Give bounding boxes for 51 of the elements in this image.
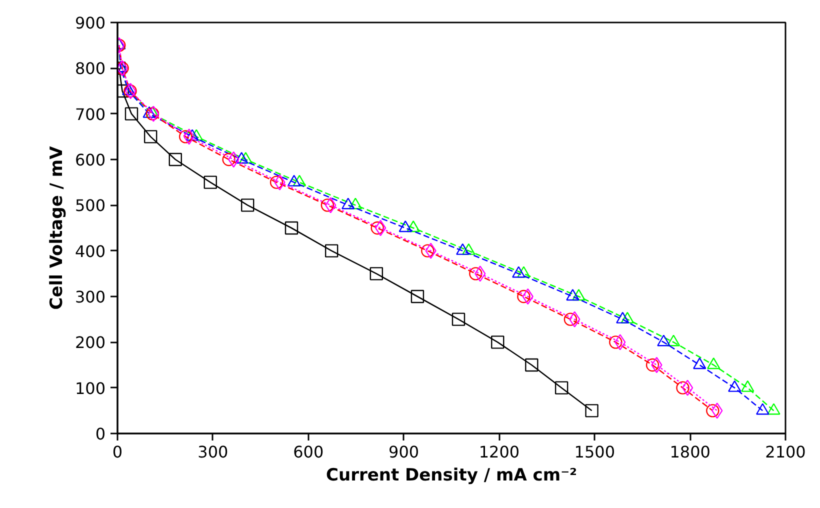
x-axis-title: Current Density / mA cm⁻² (326, 466, 577, 486)
x-tick-label: 1800 (670, 442, 710, 462)
point (168, 152, 182, 166)
point (324, 244, 338, 258)
x-tick-label: 1200 (478, 442, 520, 462)
point (452, 312, 466, 326)
point (682, 380, 694, 396)
point (144, 130, 158, 144)
y-tick-label: 600 (74, 150, 106, 170)
y-tick-label: 800 (74, 59, 106, 78)
point (491, 336, 504, 349)
point (646, 358, 660, 372)
x-tick-label: 1500 (574, 442, 615, 462)
point (525, 358, 538, 372)
y-axis-title: Cell Voltage / mV (46, 145, 67, 310)
point (374, 220, 386, 236)
y-tick-label: 200 (74, 333, 106, 352)
point (554, 381, 568, 394)
point (222, 152, 236, 166)
y-tick-label: 100 (74, 378, 106, 398)
x-tick-label: 600 (293, 442, 324, 462)
x-tick-label: 2100 (765, 442, 806, 462)
point (124, 107, 138, 120)
x-tick-label: 900 (388, 442, 420, 462)
y-tick-label: 0 (95, 424, 106, 444)
point (614, 334, 626, 350)
y-tick-label: 700 (74, 104, 106, 124)
point (241, 198, 254, 212)
point (564, 312, 578, 326)
point (178, 130, 192, 144)
point (370, 267, 384, 280)
x-tick-label: 0 (112, 442, 123, 462)
point (320, 198, 334, 212)
y-tick-label: 900 (74, 14, 106, 32)
x-tick-label: 300 (198, 442, 228, 462)
point (585, 404, 598, 418)
point (204, 176, 217, 189)
y-tick-label: 400 (74, 242, 106, 261)
point (609, 336, 622, 349)
point (706, 404, 720, 418)
point (410, 290, 424, 304)
point (270, 176, 284, 189)
y-tick-label: 300 (74, 288, 106, 306)
point (421, 244, 434, 258)
y-tick-label: 500 (74, 196, 106, 216)
point (469, 267, 482, 280)
point (183, 128, 195, 145)
point (517, 290, 530, 304)
point (284, 221, 298, 235)
point (676, 381, 690, 394)
point (370, 221, 384, 235)
